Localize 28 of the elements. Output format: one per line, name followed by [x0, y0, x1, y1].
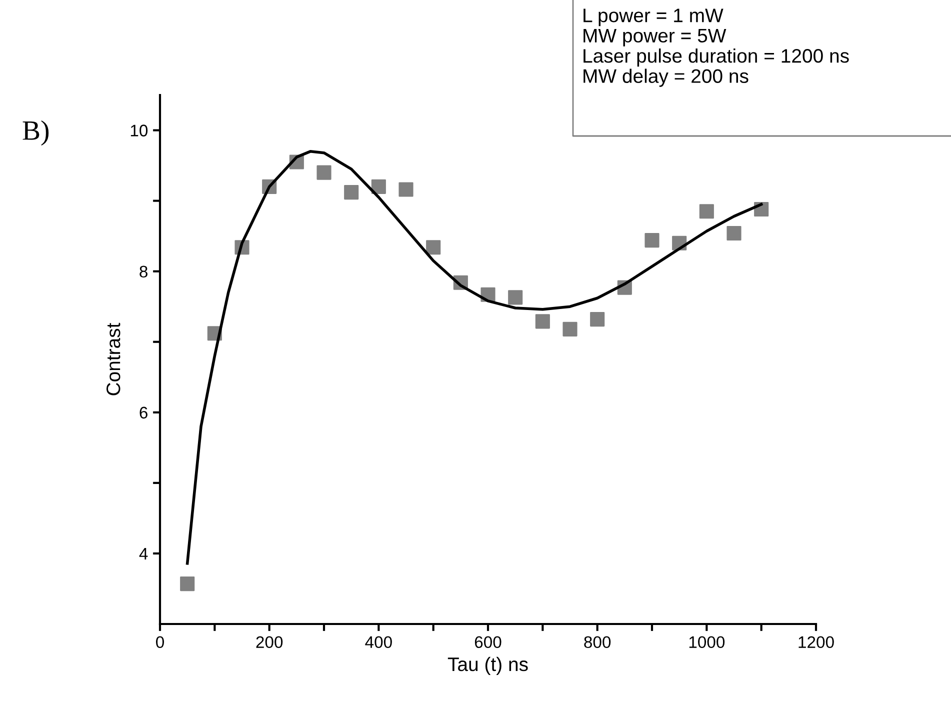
point: [344, 185, 359, 200]
point: [180, 576, 195, 592]
x-tick-label: 1200: [798, 636, 834, 648]
point: [426, 240, 441, 255]
text: L power = 1 mW MW power = 5W Laser pulse duration = 1200 ns MW delay = 200 ns: [584, 8, 849, 87]
x-tick-label: 400: [365, 636, 392, 648]
point: [316, 165, 332, 180]
y-axis-title: Contrast: [106, 322, 120, 396]
x-tick-label: 0: [156, 636, 164, 648]
x-axis-title: Tau (t) ns: [448, 656, 528, 676]
y-tick-label: 10: [130, 124, 148, 136]
point: [398, 182, 414, 197]
point: [535, 314, 550, 329]
x-tick-label: 800: [584, 636, 611, 648]
x-tick-label: 600: [474, 636, 502, 648]
point: [590, 312, 605, 327]
x-tick-label: 200: [256, 636, 283, 648]
point: [644, 233, 660, 248]
y-tick-label: 4: [139, 548, 148, 560]
point: [371, 179, 386, 194]
point: [508, 290, 523, 305]
point: [562, 322, 578, 336]
point: [726, 226, 742, 241]
text: B): [22, 120, 49, 146]
point: [699, 204, 714, 219]
y-tick-label: 8: [140, 266, 148, 278]
y-tick-label: 6: [140, 406, 148, 419]
x-tick-label: 1000: [689, 636, 725, 648]
